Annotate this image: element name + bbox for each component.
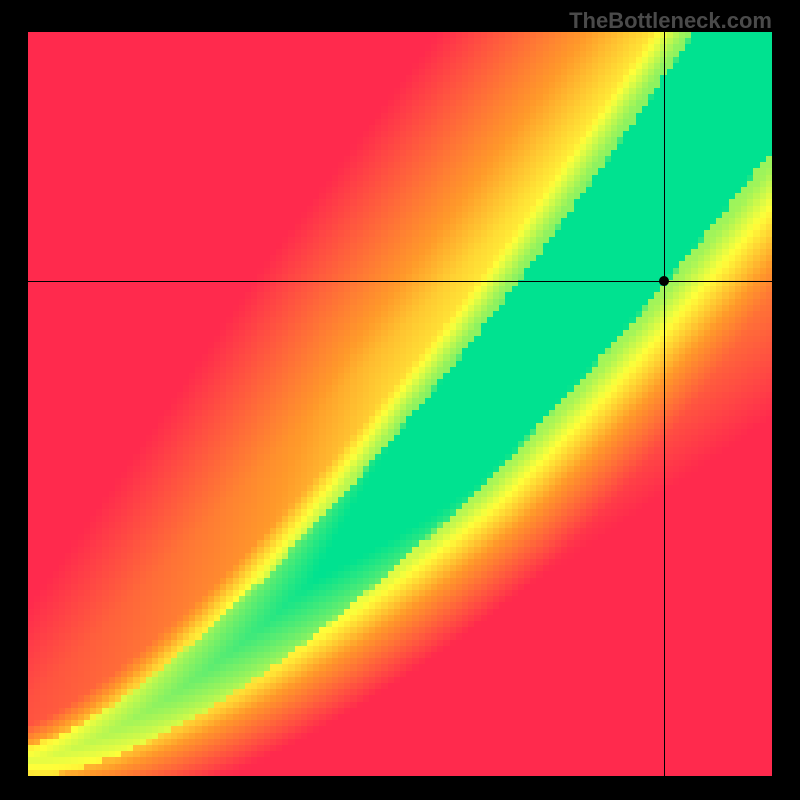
- crosshair-vertical: [664, 32, 665, 776]
- marker-dot: [659, 276, 669, 286]
- bottleneck-heatmap: [28, 32, 772, 776]
- watermark-text: TheBottleneck.com: [569, 8, 772, 34]
- plot-area: [28, 32, 772, 776]
